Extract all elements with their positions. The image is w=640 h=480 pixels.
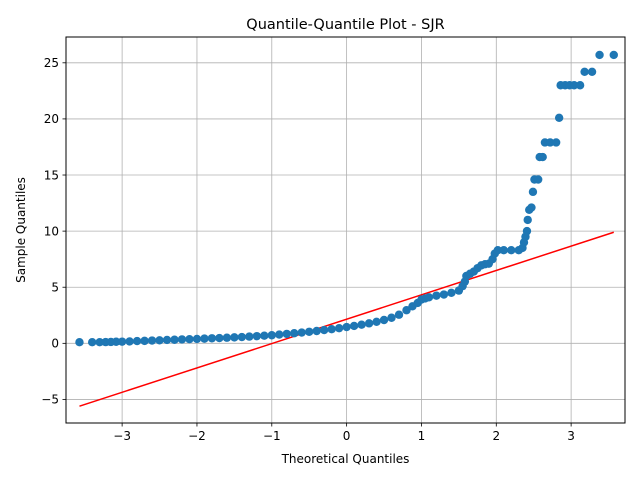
sample-point — [364, 319, 374, 328]
sample-point — [493, 245, 502, 255]
x-tick-label: −1 — [263, 429, 281, 443]
sample-point — [432, 291, 441, 300]
sample-point — [162, 335, 172, 345]
sample-point — [533, 175, 543, 184]
sample-point — [379, 315, 389, 325]
sample-point — [551, 138, 561, 147]
sample-point — [252, 331, 262, 341]
x-axis-ticks: −3 −2 −1 0 1 2 3 — [113, 423, 575, 443]
sample-point — [230, 333, 239, 342]
sample-point — [527, 203, 536, 212]
x-tick-label: 2 — [492, 429, 500, 443]
sample-point — [538, 152, 547, 162]
sample-point — [215, 333, 224, 343]
sample-point — [595, 50, 604, 60]
sample-point — [357, 320, 366, 329]
sample-point — [132, 336, 142, 346]
sample-point — [394, 310, 404, 319]
sample-point — [177, 335, 187, 344]
x-tick-label: 3 — [567, 429, 575, 443]
sample-point — [267, 331, 276, 340]
sample-point — [545, 138, 555, 147]
sample-point — [587, 67, 597, 76]
sample-point — [439, 290, 449, 299]
sample-point — [580, 67, 589, 76]
sample-point — [222, 333, 232, 342]
sample-point — [312, 326, 321, 336]
y-tick-label: 20 — [44, 112, 59, 126]
y-axis-label: Sample Quantiles — [14, 177, 28, 283]
y-axis-ticks: −5 0 5 10 15 20 25 — [41, 56, 66, 407]
sample-point — [155, 336, 164, 345]
y-tick-label: −5 — [41, 393, 59, 407]
sample-point — [575, 81, 585, 90]
sample-point — [290, 329, 299, 338]
sample-point — [75, 338, 84, 347]
sample-point — [117, 337, 127, 346]
sample-point — [125, 337, 134, 346]
sample-point — [447, 288, 456, 298]
sample-point — [372, 317, 381, 326]
sample-point — [170, 335, 179, 344]
reference-line — [79, 231, 615, 407]
plot-area-frame — [65, 36, 626, 424]
x-tick-label: −3 — [113, 429, 131, 443]
sample-point — [95, 338, 104, 347]
sample-point — [111, 337, 121, 346]
sample-point — [192, 334, 202, 344]
y-tick-label: 5 — [51, 281, 59, 295]
sample-point — [569, 81, 579, 90]
reference-line-layer — [79, 231, 615, 407]
x-tick-label: 0 — [343, 429, 351, 443]
sample-point — [499, 245, 508, 255]
sample-point — [319, 325, 329, 335]
sample-point — [342, 322, 351, 332]
y-tick-label: 15 — [44, 168, 59, 182]
sample-point — [140, 336, 149, 346]
y-tick-label: 25 — [44, 56, 59, 70]
sample-point — [609, 50, 618, 60]
x-tick-label: 1 — [418, 429, 426, 443]
sample-point — [424, 293, 434, 302]
sample-point — [327, 324, 336, 334]
sample-point — [207, 334, 217, 343]
x-tick-label: −2 — [188, 429, 206, 443]
sample-point — [554, 113, 564, 122]
sample-point — [297, 328, 306, 337]
sample-point — [349, 321, 359, 331]
sample-point — [245, 332, 254, 341]
chart-title: Quantile-Quantile Plot - SJR — [246, 17, 444, 33]
sample-point — [260, 331, 269, 340]
sample-point — [523, 215, 532, 225]
sample-point — [522, 226, 532, 236]
sample-point — [237, 332, 247, 342]
sample-point — [185, 334, 194, 344]
sample-point — [305, 327, 314, 336]
sample-point — [507, 245, 516, 255]
x-axis-label: Theoretical Quantiles — [281, 452, 410, 466]
grid — [66, 37, 625, 423]
y-tick-label: 0 — [51, 337, 59, 351]
sample-points-layer — [75, 50, 618, 347]
sample-point — [147, 336, 157, 345]
sample-point — [87, 338, 97, 347]
sample-point — [528, 187, 538, 197]
y-tick-label: 10 — [44, 224, 59, 238]
sample-point — [282, 329, 291, 339]
sample-point — [200, 334, 209, 343]
sample-point — [334, 323, 344, 333]
sample-point — [387, 313, 396, 322]
sample-point — [402, 306, 411, 315]
sample-point — [275, 330, 284, 339]
